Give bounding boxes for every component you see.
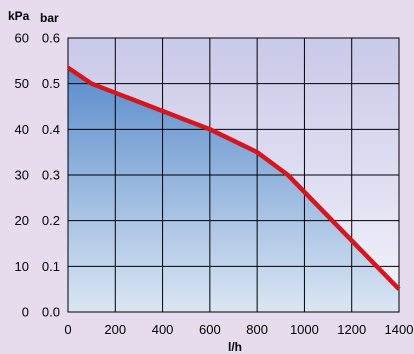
x-tick-label: 0 bbox=[64, 322, 71, 337]
x-tick-label: 400 bbox=[152, 322, 174, 337]
x-tick-label: 600 bbox=[199, 322, 221, 337]
y-tick-label-kpa: 0 bbox=[22, 305, 29, 320]
x-tick-label: 1200 bbox=[337, 322, 366, 337]
grid-lines bbox=[68, 38, 399, 312]
plot-frame bbox=[67, 37, 400, 313]
y-tick-label-kpa: 30 bbox=[15, 168, 29, 183]
y-tick-label-bar: 0.3 bbox=[42, 168, 60, 183]
area-fill bbox=[68, 67, 399, 312]
y-tick-label-kpa: 60 bbox=[15, 31, 29, 46]
y-tick-label-kpa: 50 bbox=[15, 76, 29, 91]
y-axis-unit-kpa: kPa bbox=[8, 9, 30, 23]
y-tick-label-bar: 0.1 bbox=[42, 259, 60, 274]
x-tick-label: 200 bbox=[104, 322, 126, 337]
x-axis-label: l/h bbox=[228, 340, 242, 354]
y-tick-label-bar: 0.6 bbox=[42, 31, 60, 46]
y-tick-label-bar: 0.4 bbox=[42, 122, 60, 137]
y-tick-label-kpa: 20 bbox=[15, 213, 29, 228]
y-tick-label-bar: 0.0 bbox=[42, 305, 60, 320]
x-tick-label: 1400 bbox=[385, 322, 414, 337]
y-axis-unit-bar: bar bbox=[40, 11, 59, 25]
y-tick-label-bar: 0.5 bbox=[42, 76, 60, 91]
series-line bbox=[66, 65, 401, 291]
y-tick-label-kpa: 10 bbox=[15, 259, 29, 274]
x-tick-label: 800 bbox=[246, 322, 268, 337]
y-tick-label-kpa: 40 bbox=[15, 122, 29, 137]
x-tick-label: 1000 bbox=[290, 322, 319, 337]
y-tick-label-bar: 0.2 bbox=[42, 213, 60, 228]
